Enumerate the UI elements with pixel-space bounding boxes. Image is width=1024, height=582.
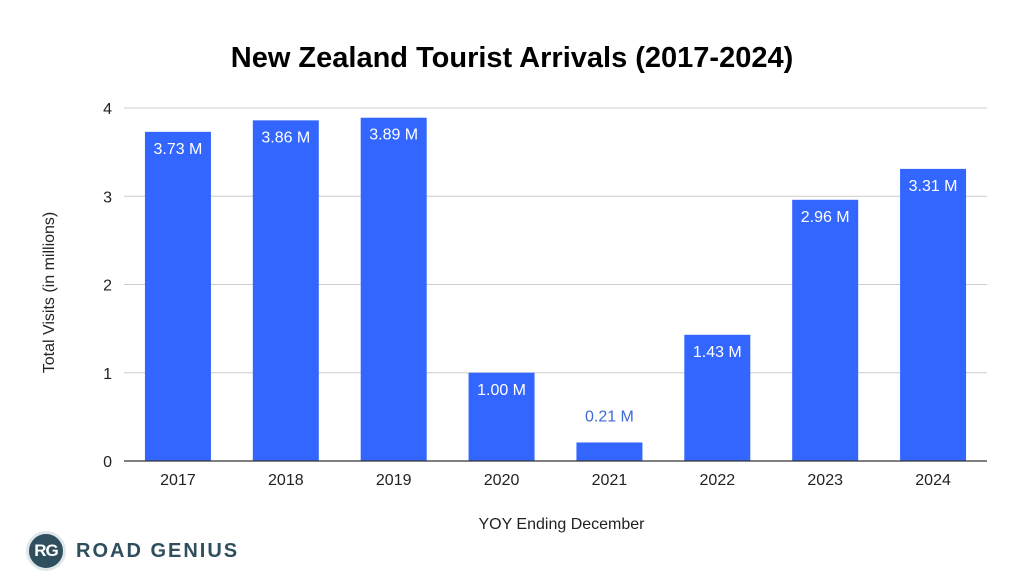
x-axis-title: YOY Ending December xyxy=(478,516,645,533)
logo-text: ROAD GENIUS xyxy=(76,539,240,562)
x-tick-label: 2019 xyxy=(376,472,412,489)
bar-2024 xyxy=(900,168,967,461)
x-tick-label: 2022 xyxy=(700,472,736,489)
y-tick-label: 4 xyxy=(103,101,112,118)
bar-2017 xyxy=(144,131,211,461)
bar-value-label: 3.86 M xyxy=(261,129,310,146)
bar-2020 xyxy=(468,372,535,461)
bar-2019 xyxy=(360,117,427,462)
x-tick-label: 2020 xyxy=(484,472,520,489)
bar-2021 xyxy=(576,442,643,461)
road-genius-logo: RG ROAD GENIUS xyxy=(26,528,239,574)
x-tick-label: 2017 xyxy=(160,472,196,489)
y-tick-label: 1 xyxy=(103,366,112,383)
y-tick-label: 0 xyxy=(103,454,112,471)
x-tick-label: 2018 xyxy=(268,472,304,489)
bar-value-labels: 3.73 M 3.86 M 3.89 M 1.00 M 0.21 M 1.43 M 2.96… xyxy=(153,127,957,426)
bar-value-label: 2.96 M xyxy=(801,209,850,226)
x-tick-label: 2021 xyxy=(592,472,628,489)
x-axis-ticks: 2017 2018 2019 2020 2021 2022 2023 2024 xyxy=(160,472,951,489)
bar-value-label: 1.43 M xyxy=(693,344,742,361)
x-tick-label: 2024 xyxy=(915,472,951,489)
bar-value-label: 1.00 M xyxy=(477,382,526,399)
bar-2022 xyxy=(684,334,751,461)
bar-value-label: 3.89 M xyxy=(369,127,418,144)
y-tick-label: 2 xyxy=(103,278,112,295)
bar-2023 xyxy=(792,199,859,461)
y-tick-label: 3 xyxy=(103,189,112,206)
y-axis-title: Total Visits (in millions) xyxy=(41,212,58,374)
bar-2018 xyxy=(252,120,319,461)
x-tick-label: 2023 xyxy=(807,472,843,489)
chart-title: New Zealand Tourist Arrivals (2017-2024) xyxy=(230,42,794,74)
bar-value-label: 3.73 M xyxy=(153,141,202,158)
bar-value-label: 0.21 M xyxy=(585,408,634,425)
logo-badge: RG xyxy=(26,531,66,571)
bar-value-label: 3.31 M xyxy=(909,178,958,195)
y-axis-ticks: 0 1 2 3 4 xyxy=(103,101,112,471)
bars xyxy=(144,117,967,462)
